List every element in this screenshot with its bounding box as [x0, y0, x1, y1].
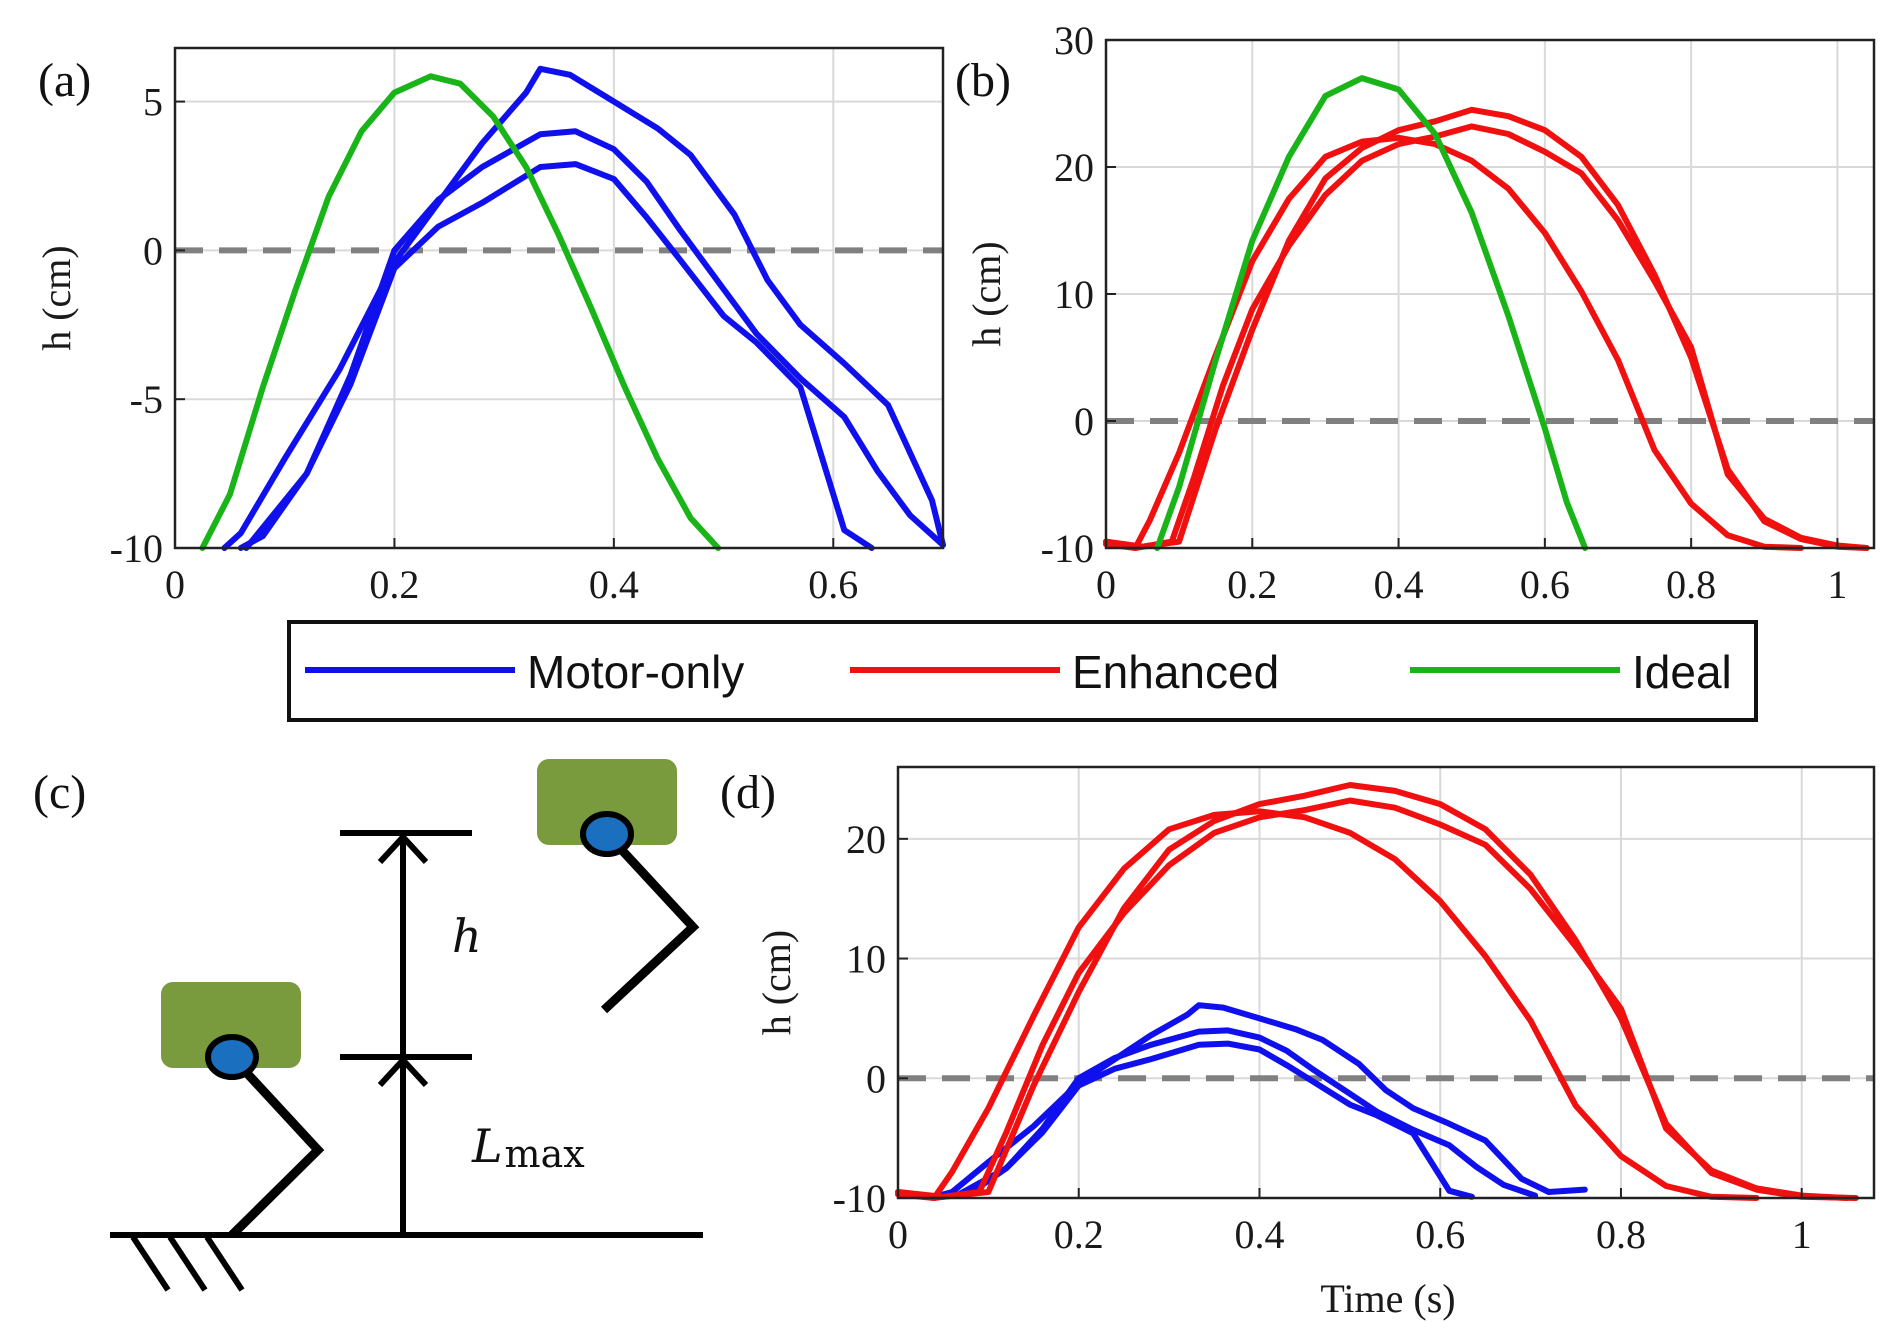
- x-tick-label: 0.4: [589, 562, 639, 607]
- robot-joint-low: [205, 1034, 259, 1080]
- panel-c-label: (c): [33, 766, 86, 819]
- y-tick-label: 10: [1054, 272, 1094, 317]
- x-axis-label: Time (s): [1320, 1276, 1455, 1321]
- series-line-d-0: [935, 1002, 1588, 1199]
- robot-joint-high: [580, 811, 634, 857]
- x-tick-label: 0: [1096, 562, 1116, 607]
- legend: Motor-only Enhanced Ideal: [287, 620, 1758, 722]
- plot-area-frame: [896, 765, 1876, 1200]
- x-tick-label: 0.8: [1666, 562, 1716, 607]
- series-line-d-5: [895, 797, 1850, 1201]
- series-line-b-0: [1103, 134, 1804, 551]
- panel-a-chart: (a) 0 0.2 0.4 0.6 -10 -5 0 5 h (cm): [34, 46, 946, 607]
- lmax-label: Lmax: [471, 1119, 585, 1176]
- legend-ideal-label: Ideal: [1632, 646, 1732, 698]
- lmax-arrowhead: [377, 1055, 429, 1088]
- y-tick-label: 0: [143, 228, 163, 273]
- panel-a-label: (a): [38, 54, 91, 107]
- y-axis-label: h (cm): [34, 245, 79, 351]
- series-line-a-3: [199, 73, 722, 551]
- lmax-main: L: [471, 1119, 503, 1173]
- y-tick-label: 0: [1074, 399, 1094, 444]
- robot-leg-low: [228, 1053, 325, 1239]
- legend-enhanced-label: Enhanced: [1072, 646, 1279, 698]
- x-tick-label: 0.8: [1596, 1212, 1646, 1257]
- ground-hatch-2: [167, 1235, 208, 1292]
- ground-hatch-3: [204, 1235, 245, 1292]
- series-line-a-0: [221, 65, 946, 551]
- legend-motor-only-label: Motor-only: [527, 646, 744, 698]
- y-tick-label: -10: [1041, 526, 1094, 571]
- x-tick-label: 0.6: [1415, 1212, 1465, 1257]
- x-tick-label: 0.2: [369, 562, 419, 607]
- x-tick-label: 0: [888, 1212, 908, 1257]
- x-tick-label: 1: [1827, 562, 1847, 607]
- series-line-d-1: [953, 1027, 1539, 1199]
- robot-body-low: [161, 982, 301, 1068]
- robot-body-high: [537, 759, 677, 845]
- y-tick-label: 5: [143, 80, 163, 125]
- robot-leg-high: [600, 830, 700, 1014]
- series-line-a-2: [237, 161, 875, 551]
- x-tick-label: 0.6: [1520, 562, 1570, 607]
- x-tick-label: 0.6: [808, 562, 858, 607]
- y-tick-label: 20: [1054, 145, 1094, 190]
- series-line-d-2: [949, 1040, 1475, 1200]
- y-axis-label: h (cm): [754, 930, 799, 1036]
- y-tick-label: 20: [846, 817, 886, 862]
- x-tick-label: 1: [1792, 1212, 1812, 1257]
- plot-area-frame: [173, 46, 945, 550]
- panel-c-diagram: (c) h Lmax: [33, 759, 703, 1292]
- y-tick-label: -10: [110, 526, 163, 571]
- h-label: h: [452, 909, 482, 963]
- y-axis-label: h (cm): [964, 241, 1009, 347]
- y-tick-label: -10: [833, 1176, 886, 1221]
- panel-b-label: (b): [955, 54, 1011, 107]
- ground-hatch-1: [130, 1235, 171, 1292]
- x-tick-label: 0.4: [1234, 1212, 1284, 1257]
- x-tick-label: 0: [165, 562, 185, 607]
- series-line-a-1: [243, 128, 946, 551]
- y-tick-label: 30: [1054, 18, 1094, 63]
- y-tick-label: 0: [866, 1056, 886, 1101]
- h-arrowhead: [377, 832, 429, 865]
- series-line-b-2: [1103, 123, 1870, 551]
- lmax-sub: max: [505, 1132, 585, 1176]
- panel-d-label: (d): [720, 766, 776, 819]
- series-line-d-3: [895, 808, 1760, 1201]
- x-tick-label: 0.2: [1227, 562, 1277, 607]
- x-tick-label: 0.4: [1374, 562, 1424, 607]
- y-tick-label: -5: [130, 377, 163, 422]
- series-line-b-3: [1154, 75, 1589, 551]
- y-tick-label: 10: [846, 937, 886, 982]
- x-tick-label: 0.2: [1054, 1212, 1104, 1257]
